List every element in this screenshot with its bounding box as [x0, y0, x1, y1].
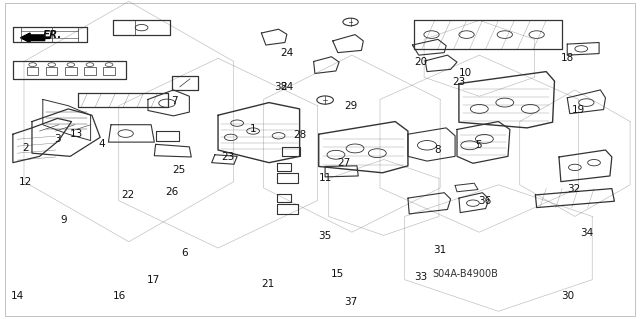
Text: 31: 31 [433, 245, 447, 255]
Text: 7: 7 [172, 96, 178, 106]
Text: 10: 10 [459, 68, 472, 78]
Text: 1: 1 [250, 124, 257, 135]
Text: 16: 16 [113, 291, 126, 301]
Text: 6: 6 [182, 248, 188, 258]
Text: 3: 3 [54, 134, 61, 144]
Text: 24: 24 [280, 82, 294, 93]
Text: 4: 4 [99, 139, 106, 149]
Text: 9: 9 [61, 215, 67, 225]
Text: 32: 32 [567, 184, 580, 194]
FancyArrow shape [20, 33, 45, 42]
Text: 35: 35 [319, 231, 332, 241]
Text: 15: 15 [332, 269, 344, 279]
Text: 17: 17 [147, 275, 159, 285]
Bar [27, 67, 38, 75]
Text: 22: 22 [121, 190, 134, 200]
Text: 2: 2 [22, 144, 29, 153]
Text: 11: 11 [319, 174, 332, 183]
Text: S04A-B4900B: S04A-B4900B [433, 269, 498, 279]
Text: 19: 19 [572, 105, 585, 115]
Text: 27: 27 [337, 158, 351, 168]
Text: 30: 30 [561, 291, 574, 301]
Text: 20: 20 [414, 57, 428, 67]
Text: 18: 18 [561, 53, 574, 63]
Bar [103, 67, 115, 75]
Text: 13: 13 [70, 129, 83, 139]
Bar [65, 67, 77, 75]
Text: 8: 8 [435, 145, 441, 155]
Bar [84, 67, 96, 75]
Text: 34: 34 [580, 228, 593, 238]
Text: 25: 25 [172, 165, 185, 174]
Text: FR.: FR. [43, 30, 62, 40]
Text: 26: 26 [166, 187, 179, 197]
Text: 33: 33 [414, 272, 428, 282]
Text: 29: 29 [344, 101, 357, 111]
Text: 5: 5 [475, 140, 481, 150]
Text: 23: 23 [221, 152, 234, 162]
Text: 23: 23 [452, 77, 465, 87]
Text: 24: 24 [280, 48, 294, 58]
Text: 21: 21 [261, 279, 275, 289]
Bar [46, 67, 58, 75]
Text: 28: 28 [293, 130, 306, 140]
Text: 37: 37 [344, 297, 357, 308]
Text: 12: 12 [19, 177, 32, 187]
Text: 38: 38 [274, 82, 287, 93]
Text: 36: 36 [478, 196, 491, 206]
Text: 14: 14 [11, 291, 24, 301]
